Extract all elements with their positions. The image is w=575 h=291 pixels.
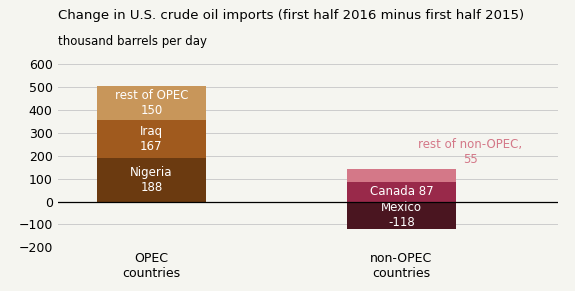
Bar (97, 158, 206, 201)
Text: Change in U.S. crude oil imports (first half 2016 minus first half 2015): Change in U.S. crude oil imports (first … (58, 9, 524, 22)
Bar (97, 86, 206, 120)
Text: Mexico
-118: Mexico -118 (381, 201, 422, 229)
Text: rest of non-OPEC,
55: rest of non-OPEC, 55 (418, 138, 522, 166)
Text: thousand barrels per day: thousand barrels per day (58, 35, 206, 48)
Bar (347, 201, 456, 228)
Bar (347, 169, 456, 182)
Bar (97, 120, 206, 158)
Bar (347, 182, 456, 201)
Text: Canada 87: Canada 87 (370, 185, 433, 198)
Text: Iraq
167: Iraq 167 (140, 125, 163, 153)
Text: rest of OPEC
150: rest of OPEC 150 (114, 89, 188, 117)
Text: Nigeria
188: Nigeria 188 (130, 166, 172, 194)
